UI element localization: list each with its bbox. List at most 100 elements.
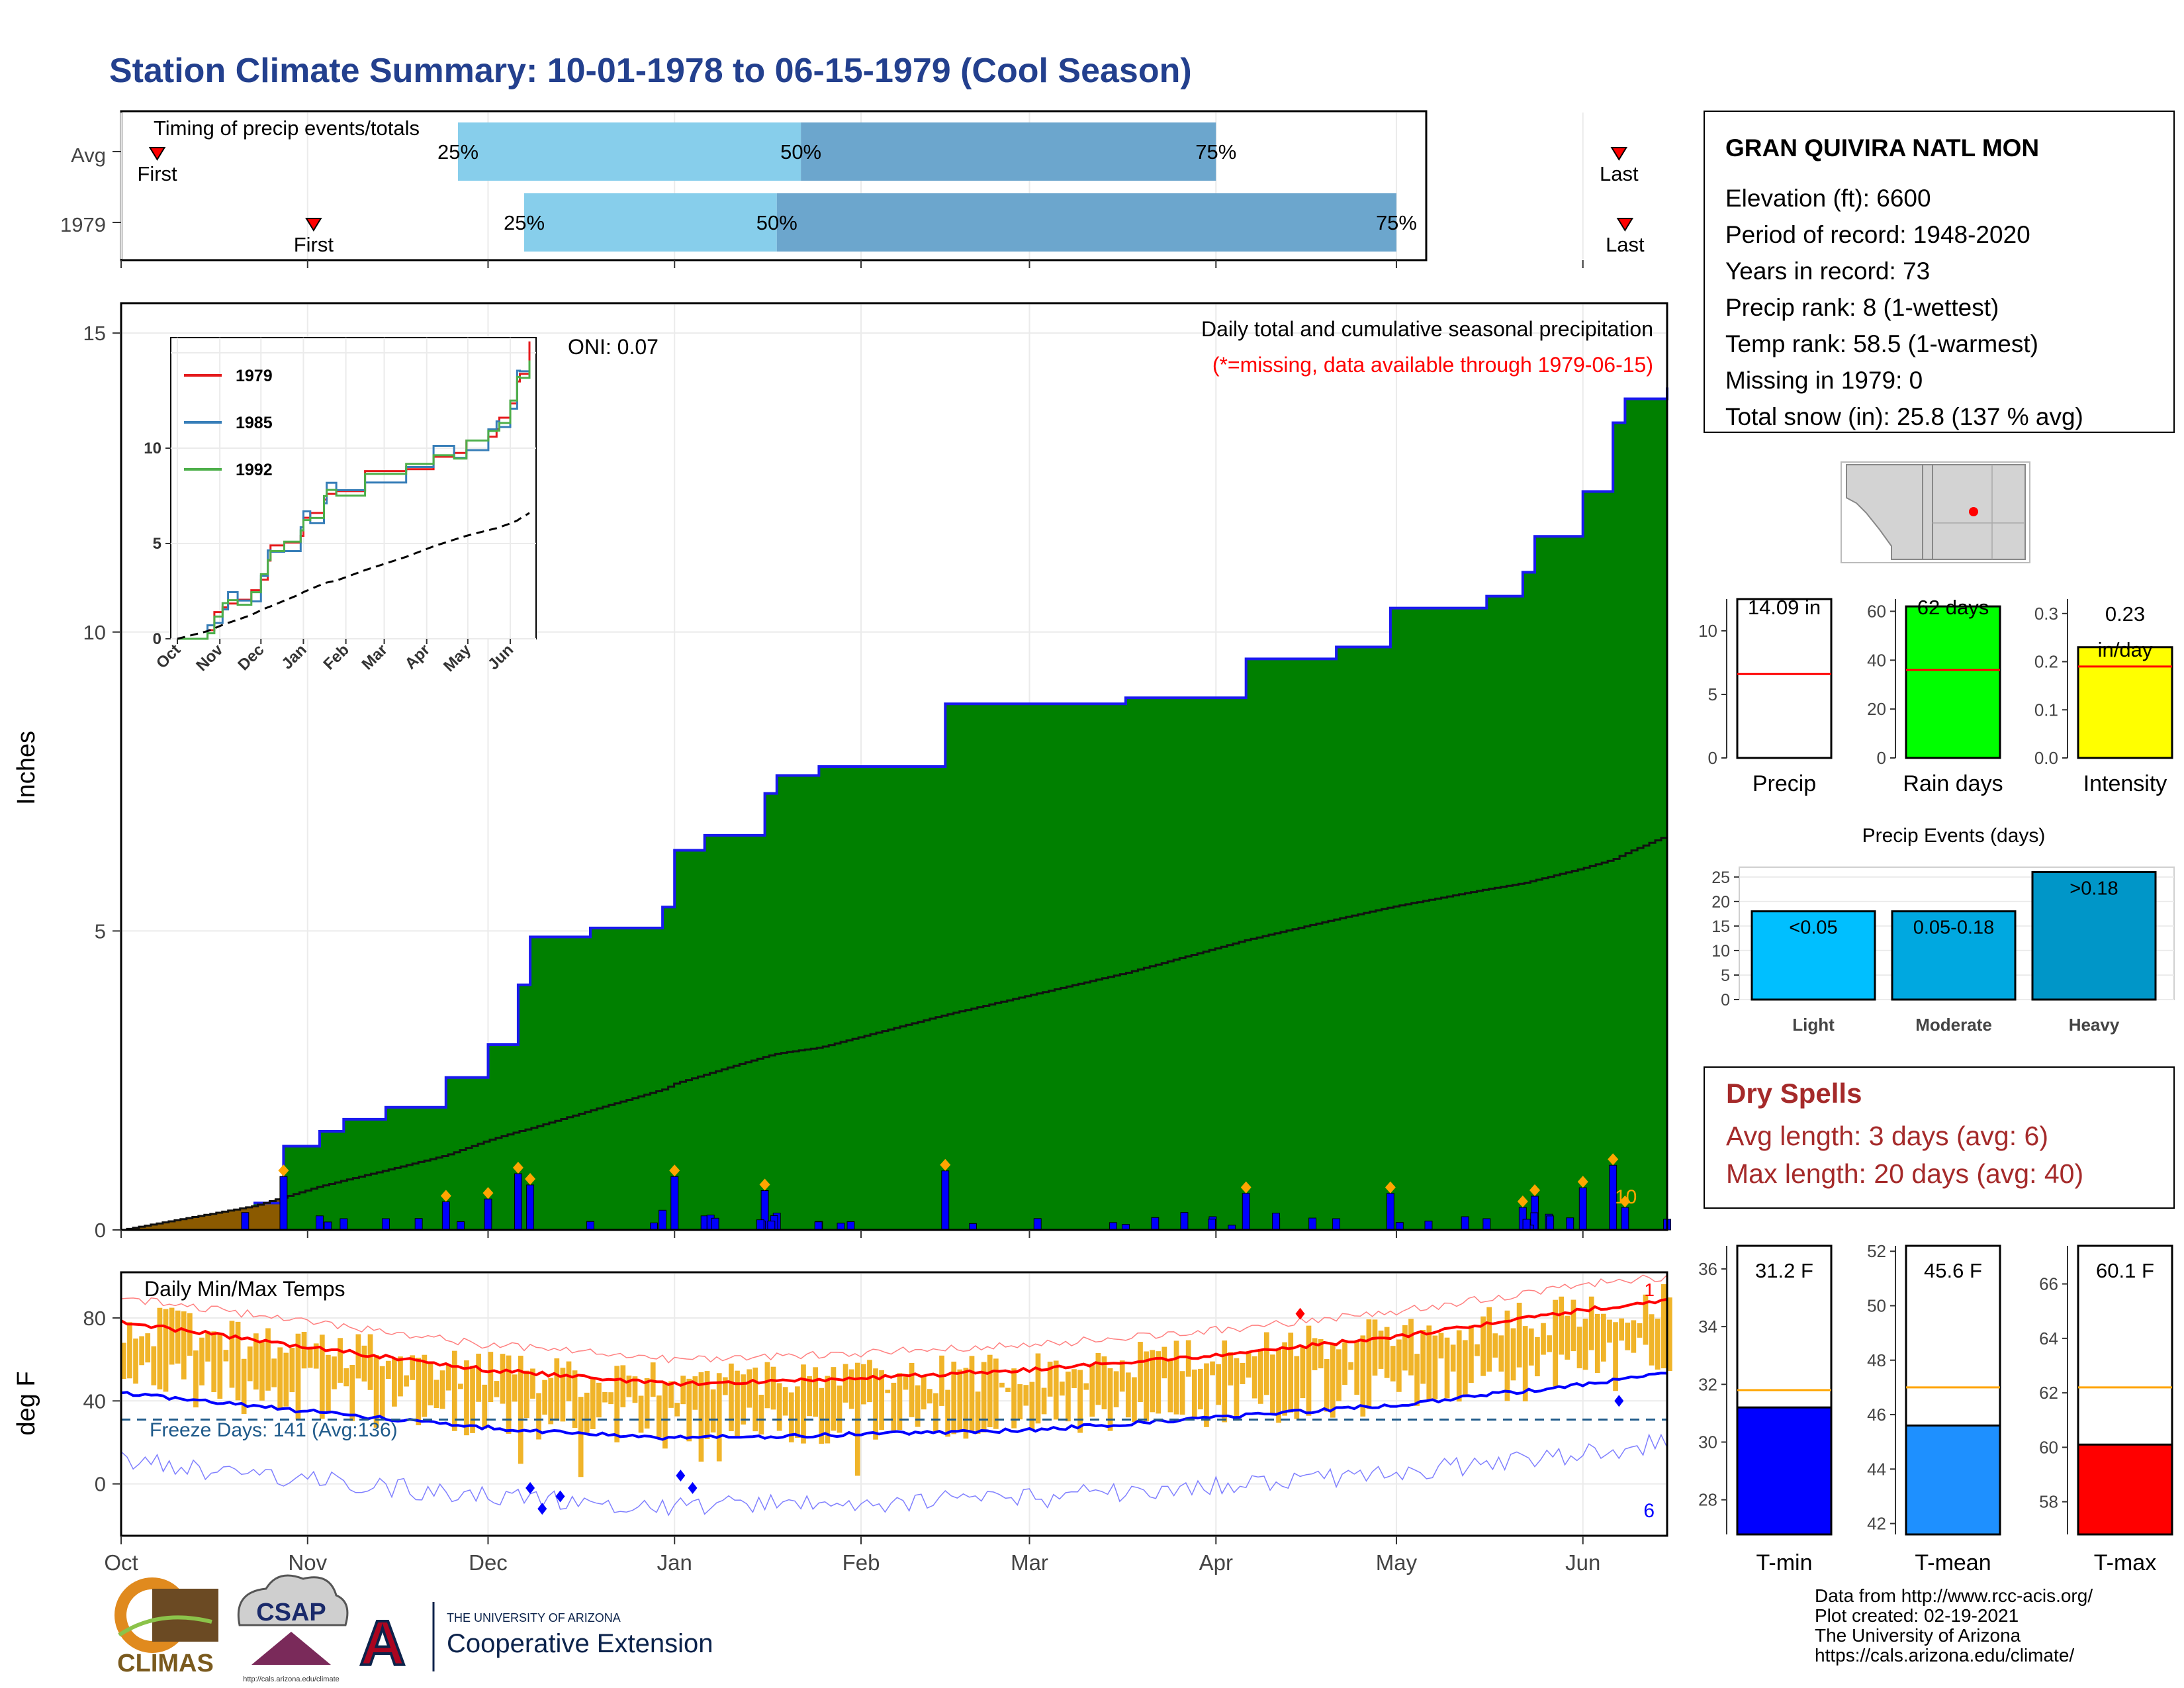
dry-spells-avg: Avg length: 3 days (avg: 6): [1726, 1121, 2048, 1151]
temp-daily-bar: [379, 1366, 385, 1418]
timing-bar-q2: [523, 193, 777, 252]
temp-daily-bar: [1576, 1327, 1582, 1368]
temp-daily-bar: [145, 1333, 151, 1363]
precip-ytick-label: 5: [95, 919, 106, 943]
record-markers: [525, 1307, 1624, 1515]
temp-daily-bar: [470, 1366, 475, 1433]
temp-summary-ytick-label: 62: [2039, 1383, 2058, 1403]
temp-daily-bar: [265, 1328, 271, 1391]
temp-daily-bar: [614, 1366, 620, 1442]
temp-daily-bar: [1005, 1387, 1011, 1392]
temp-daily-bar: [223, 1350, 229, 1362]
temp-daily-bar: [349, 1364, 355, 1421]
temp-daily-bar: [867, 1360, 872, 1403]
temp-summary-value-label: 31.2 F: [1755, 1259, 1813, 1282]
temp-daily-bar: [981, 1362, 987, 1432]
temp-summary-ytick-label: 32: [1698, 1374, 1717, 1394]
temp-daily-bar: [1059, 1382, 1065, 1396]
temp-daily-bar: [217, 1333, 223, 1399]
temp-daily-bar: [404, 1375, 409, 1387]
x-tick-label: Oct: [104, 1550, 138, 1575]
station-info-box: GRAN QUIVIRA NATL MON Elevation (ft): 66…: [1704, 111, 2175, 433]
precip-frame: [120, 302, 1668, 1231]
daily-precip-bar: [586, 1221, 594, 1231]
cum-precip-area: [253, 387, 1668, 1230]
summary-ytick-label: 0.3: [2034, 604, 2058, 624]
temp-daily-bar: [1402, 1325, 1408, 1371]
temp-daily-bar: [307, 1348, 313, 1368]
summary-value-bar: [1905, 605, 2001, 759]
temp-daily-bar: [1071, 1369, 1077, 1388]
temp-daily-bar: [837, 1385, 842, 1433]
temp-daily-bar: [271, 1358, 277, 1387]
first-marker-icon: [148, 147, 166, 161]
temp-daily-bar: [175, 1310, 181, 1364]
temp-daily-bar: [289, 1348, 295, 1393]
temp-daily-bar: [1017, 1384, 1023, 1420]
heavy-event-marker-icon: [1529, 1184, 1541, 1196]
temp-daily-bar: [1438, 1333, 1444, 1359]
temp-daily-bar: [626, 1376, 632, 1397]
daily-precip-bar: [441, 1201, 450, 1231]
temp-daily-bar: [1029, 1382, 1035, 1431]
inset-series-line: [177, 360, 531, 640]
dry-spells-max: Max length: 20 days (avg: 40): [1726, 1158, 2083, 1189]
daily-precip-bar: [1386, 1193, 1394, 1231]
temp-daily-bar: [873, 1368, 878, 1440]
temp-daily-bar: [909, 1362, 915, 1417]
avg-precip-line: [121, 835, 1668, 1231]
temp-summary-ytick-label: 50: [1867, 1295, 1886, 1315]
station-line: Precip rank: 8 (1-wettest): [1725, 294, 1999, 321]
csap-mountain-icon: [251, 1632, 331, 1665]
temp-daily-bar: [523, 1370, 529, 1419]
timing-p75-label: 75%: [1376, 211, 1417, 234]
daily-precip-bar: [381, 1218, 390, 1231]
temp-daily-bar: [632, 1376, 638, 1403]
inset-lines: [177, 341, 531, 640]
temp-daily-bar: [1475, 1344, 1480, 1356]
temp-daily-bar: [1366, 1319, 1372, 1409]
temp-daily-bar: [1456, 1330, 1462, 1402]
inset-ytick-label: 10: [144, 440, 161, 457]
temp-daily-bar: [1541, 1323, 1546, 1355]
record-low-marker-icon: [555, 1490, 565, 1503]
daily-precip-bar: [1461, 1216, 1469, 1231]
timing-row-label-avg: Avg: [71, 144, 106, 167]
temp-daily-bar: [831, 1367, 837, 1431]
temp-daily-bar: [1107, 1368, 1113, 1431]
temp-daily-bar: [716, 1373, 722, 1462]
temp-summary-ytick-label: 66: [2039, 1274, 2058, 1294]
temp-daily-bar: [1318, 1339, 1324, 1369]
temp-summary-category-label: T-mean: [1915, 1550, 1991, 1575]
temp-daily-bar: [933, 1393, 938, 1432]
temp-daily-bar: [1246, 1351, 1251, 1378]
temp-frame: [120, 1271, 1668, 1537]
temp-daily-bar: [1492, 1333, 1498, 1358]
temp-daily-bar: [1450, 1344, 1456, 1372]
temp-daily-bar: [891, 1382, 897, 1431]
temp-summary-bar: [1736, 1406, 1833, 1536]
x-tick-label: Mar: [1011, 1550, 1048, 1575]
daily-precip-bar: [1522, 1219, 1531, 1231]
locator-map: [1841, 461, 2030, 563]
summary-value-label: 62 days: [1917, 596, 1989, 619]
temp-daily-bar: [494, 1381, 500, 1397]
record-low-count: 6: [1643, 1500, 1655, 1522]
cum-precip-line: [253, 387, 1668, 1205]
temp-daily-bar: [1607, 1319, 1612, 1343]
temp-summary-ytick-label: 42: [1867, 1514, 1886, 1534]
temp-daily-bar: [692, 1376, 698, 1410]
temp-daily-bar: [1306, 1325, 1312, 1416]
record-low-marker-icon: [525, 1481, 535, 1494]
temp-daily-bar: [464, 1360, 469, 1436]
temp-daily-bar: [1023, 1385, 1029, 1406]
csap-cloud-icon: [237, 1574, 349, 1626]
temp-daily-bar: [205, 1331, 210, 1362]
record-high-count: 1: [1644, 1280, 1655, 1300]
temp-daily-bar: [921, 1375, 927, 1410]
temp-daily-bar: [644, 1378, 650, 1429]
temp-daily-bar: [608, 1392, 614, 1405]
events-bar-label: >0.18: [2070, 878, 2118, 899]
